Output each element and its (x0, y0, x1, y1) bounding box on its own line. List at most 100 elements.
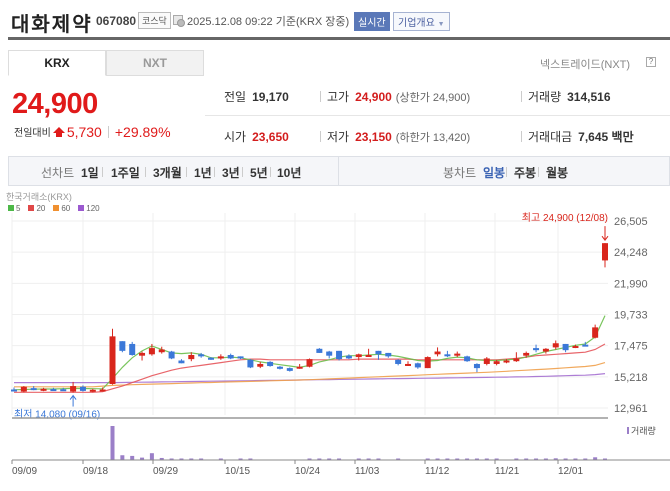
y-tick-label: 15,218 (614, 372, 648, 384)
divider (521, 131, 522, 142)
divider (186, 167, 187, 177)
candle-chart-label: 봉차트 (443, 166, 477, 180)
stat-value: 23,150 (355, 130, 392, 144)
divider (506, 167, 507, 177)
stat-volume: 거래량 314,516 (521, 88, 611, 105)
y-tick-label: 21,990 (614, 278, 648, 290)
divider (320, 91, 321, 102)
change-label: 전일대비 (14, 128, 51, 139)
legend-swatch (8, 205, 14, 211)
period-3m[interactable]: 3개월 (153, 166, 182, 180)
market-badge: 코스닥 (138, 12, 171, 29)
period-3y[interactable]: 3년 (222, 166, 240, 180)
basis-label: 기준(KRX 장중) (275, 16, 350, 28)
stat-label: 거래량 (528, 90, 562, 104)
header-divider (8, 37, 670, 40)
divider (102, 167, 103, 177)
stat-value: 19,170 (252, 90, 289, 104)
x-tick-label: 10/15 (225, 466, 250, 477)
legend-item-ma20: 20 (28, 204, 45, 213)
stock-header: 대화제약 067080 코스닥 2025.12.08 09:22 기준(KRX … (0, 0, 670, 40)
legend-item-ma60: 60 (53, 204, 70, 213)
period-weekly[interactable]: 주봉 (514, 166, 537, 180)
stat-value: 314,516 (567, 90, 611, 104)
quote-datetime: 2025.12.08 09:22 기준(KRX 장중) (187, 13, 349, 29)
lower-limit: (하한가 13,420) (395, 132, 471, 144)
exchange-tabs: KRX NXT (8, 50, 204, 76)
x-tick-label: 11/21 (495, 466, 520, 477)
legend-item-ma120: 120 (78, 204, 100, 213)
y-tick-label: 19,733 (614, 310, 648, 322)
period-monthly[interactable]: 월봉 (546, 166, 569, 180)
upper-limit: (상한가 24,900) (395, 92, 471, 104)
stat-label: 전일 (224, 90, 247, 104)
tab-nxt[interactable]: NXT (106, 50, 204, 76)
stat-low: 저가 23,150 (하한가 13,420) (320, 128, 470, 145)
price-change: 전일대비 5,730 +29.89% (14, 124, 171, 140)
divider (107, 126, 109, 138)
period-1w[interactable]: 1주일 (111, 166, 140, 180)
line-chart-periods: 선차트 1일 1주일 3개월 1년 3년 5년 10년 (9, 157, 339, 185)
x-tick-label: 12/01 (558, 466, 583, 477)
volume-legend: 거래량 (631, 425, 656, 436)
legend-swatch (28, 205, 35, 211)
up-arrow-icon (52, 127, 65, 137)
x-tick-label: 09/18 (83, 466, 108, 477)
nextrade-link[interactable]: 넥스트레이드(NXT) (540, 59, 631, 71)
stats-divider (205, 115, 670, 116)
period-10y[interactable]: 10년 (277, 166, 302, 180)
company-overview-label: 기업개요 (398, 18, 435, 29)
y-tick-label: 17,475 (614, 341, 648, 353)
y-tick-label: 24,248 (614, 247, 648, 259)
legend-swatch (53, 205, 60, 211)
period-1d[interactable]: 1일 (81, 166, 99, 180)
stat-value: 7,645 백만 (578, 130, 634, 144)
divider (320, 131, 321, 142)
stat-label: 고가 (327, 90, 350, 104)
realtime-button[interactable]: 실시간 (354, 12, 390, 31)
current-price: 24,900 (12, 88, 98, 120)
divider (145, 167, 146, 177)
x-tick-label: 09/09 (12, 466, 37, 477)
candlestick-chart: 26,505 24,248 21,990 19,733 17,475 15,218 12,9… (11, 212, 670, 477)
legend-label: 60 (61, 204, 71, 213)
stat-value: 23,650 (252, 130, 289, 144)
x-tick-label: 09/29 (153, 466, 178, 477)
legend-swatch (78, 205, 85, 211)
chevron-down-icon: ▼ (437, 21, 445, 28)
period-daily[interactable]: 일봉 (483, 166, 506, 180)
change-amount: 5,730 (66, 124, 102, 140)
stat-label: 저가 (327, 130, 350, 144)
x-tick-label: 11/12 (425, 466, 450, 477)
candles (11, 243, 608, 393)
company-name: 대화제약 (11, 14, 93, 36)
high-annotation: 최고 24,900 (12/08) (522, 212, 608, 224)
stat-value: 24,900 (355, 90, 392, 104)
tab-krx[interactable]: KRX (8, 50, 106, 76)
period-5y[interactable]: 5년 (250, 166, 268, 180)
line-chart-label: 선차트 (41, 166, 75, 180)
x-tick-label: 11/03 (355, 466, 380, 477)
company-overview-dropdown[interactable]: 기업개요 ▼ (393, 12, 450, 31)
period-1y[interactable]: 1년 (194, 166, 212, 180)
candle-chart-periods: 봉차트 일봉 주봉 월봉 (339, 157, 669, 185)
divider (242, 167, 243, 177)
x-tick-label: 10/24 (295, 466, 320, 477)
divider (538, 167, 539, 177)
legend-item-ma5: 5 (8, 204, 20, 213)
low-annotation: 최저 14,080 (09/16) (14, 409, 100, 421)
y-tick-label: 12,961 (614, 403, 648, 415)
chart-period-bar: 선차트 1일 1주일 3개월 1년 3년 5년 10년 봉차트 일봉 주봉 월봉 (8, 156, 670, 186)
stat-trading-amount: 거래대금 7,645 백만 (521, 128, 634, 145)
y-tick-label: 26,505 (614, 216, 648, 228)
legend-label: 5 (16, 204, 21, 213)
stock-chart: 26,505 24,248 21,990 19,733 17,475 15,218 12,9… (0, 190, 670, 491)
stat-label: 시가 (224, 130, 247, 144)
help-icon[interactable]: ? (646, 57, 656, 67)
datetime-value: 2025.12.08 09:22 (187, 16, 273, 28)
stat-prev-close: 전일 19,170 (224, 88, 289, 105)
stock-code: 067080 (96, 14, 137, 28)
stat-label: 거래대금 (528, 130, 573, 144)
divider (214, 167, 215, 177)
divider (270, 167, 271, 177)
